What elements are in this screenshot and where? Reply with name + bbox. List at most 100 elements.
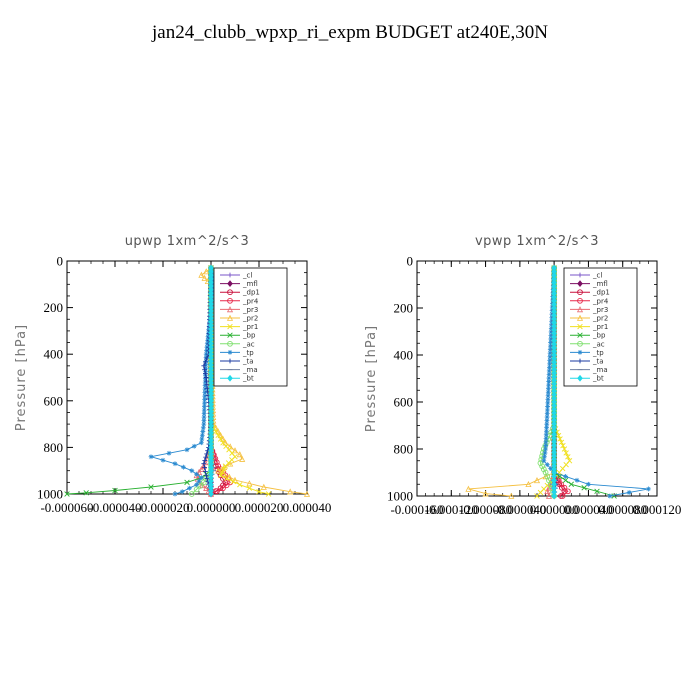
data-point (558, 493, 564, 499)
data-point (208, 490, 214, 498)
data-point (544, 425, 549, 431)
legend-label: _cl (242, 272, 252, 280)
data-point (545, 407, 550, 413)
data-point (482, 490, 489, 497)
data-point (545, 389, 551, 395)
legend-label: _ac (242, 340, 255, 348)
data-point (561, 484, 568, 491)
y-axis-label: Pressure [hPa] (14, 324, 29, 431)
y-tick-label: 1000 (387, 489, 413, 504)
data-point (562, 477, 569, 484)
legend-marker (577, 358, 583, 364)
data-point (222, 463, 229, 469)
series-bp (64, 265, 214, 497)
legend-marker (577, 340, 583, 347)
y-tick-label: 0 (407, 254, 414, 269)
data-point (211, 281, 216, 287)
data-point (188, 491, 195, 497)
data-point (545, 396, 551, 402)
data-point (199, 475, 204, 481)
page-title: jan24_clubb_wpxp_ri_expm BUDGET at240E,3… (152, 22, 548, 43)
x-tick-label: 0.000040 (283, 500, 332, 515)
legend-label: _pr2 (242, 315, 258, 323)
x-tick-label: 0.000000 (530, 502, 579, 517)
data-point (166, 450, 172, 456)
data-point (202, 383, 208, 389)
data-point (219, 469, 225, 475)
data-point (547, 364, 552, 370)
legend-label: _tp (242, 349, 254, 357)
data-point (545, 400, 551, 406)
legend-label: _cl (592, 272, 602, 280)
data-point (214, 466, 221, 472)
data-point (201, 414, 207, 420)
data-point (148, 454, 154, 460)
data-point (191, 443, 197, 449)
legend-label: _ma (242, 366, 258, 374)
data-point (224, 475, 230, 482)
data-point (558, 439, 565, 446)
data-point (533, 477, 541, 484)
x-tick-label: 0.000000 (187, 500, 236, 515)
legend-label: _dp1 (242, 289, 260, 297)
data-point (198, 271, 205, 278)
data-point (565, 454, 571, 460)
data-point (200, 429, 206, 434)
data-point (112, 487, 118, 494)
data-point (201, 461, 207, 467)
data-point (214, 488, 220, 494)
data-point (196, 478, 202, 484)
legend-label: _pr1 (242, 323, 258, 331)
data-point (545, 393, 551, 399)
legend-marker (577, 374, 583, 382)
data-point (265, 491, 272, 497)
x-tick-label: 0.000080 (598, 502, 647, 517)
data-point (203, 371, 208, 377)
data-point (544, 418, 550, 424)
data-point (547, 361, 553, 367)
data-point (547, 350, 553, 356)
panel-title: vpwp 1xm^2/s^3 (475, 234, 599, 249)
data-point (551, 492, 557, 500)
legend-marker (226, 306, 234, 313)
data-point (534, 493, 540, 499)
data-point (561, 488, 568, 495)
data-point (194, 482, 199, 488)
data-point (203, 365, 209, 371)
data-point (543, 446, 548, 452)
legend: _cl_mfl_dp1_pr4_pr3_pr2_pr1_bp_ac_tp_ta_… (213, 267, 288, 387)
data-point (555, 432, 562, 439)
data-point (204, 451, 210, 457)
y-tick-label: 400 (394, 348, 414, 363)
data-point (549, 318, 555, 324)
data-point (246, 480, 253, 487)
legend-marker (227, 358, 233, 364)
data-point (544, 428, 549, 434)
data-point (204, 476, 210, 481)
chart-panel-2: vpwp 1xm^2/s^3 Pressure [hPa] 0 200 400 600 80… (364, 234, 681, 517)
x-tick-label: -0.000020 (136, 500, 189, 515)
data-point (202, 400, 207, 406)
data-point (231, 447, 239, 454)
series-bt (551, 264, 557, 500)
data-point (198, 465, 205, 472)
legend-label: _dp1 (592, 289, 610, 297)
data-point (561, 446, 568, 452)
legend-label: _ta (242, 358, 254, 366)
legend-marker (577, 272, 583, 278)
data-point (201, 363, 207, 369)
data-point (581, 485, 587, 491)
data-point (202, 367, 207, 373)
legend-label: _ta (592, 358, 604, 366)
data-point (230, 478, 237, 485)
x-tick-label: 0.000040 (564, 502, 613, 517)
data-point (83, 490, 89, 496)
legend-marker (227, 289, 233, 296)
data-point (210, 288, 216, 294)
legend-label: _pr2 (592, 315, 608, 323)
data-point (547, 357, 553, 363)
y-tick-label: 600 (44, 393, 64, 408)
data-point (256, 488, 262, 495)
data-point (203, 472, 209, 478)
